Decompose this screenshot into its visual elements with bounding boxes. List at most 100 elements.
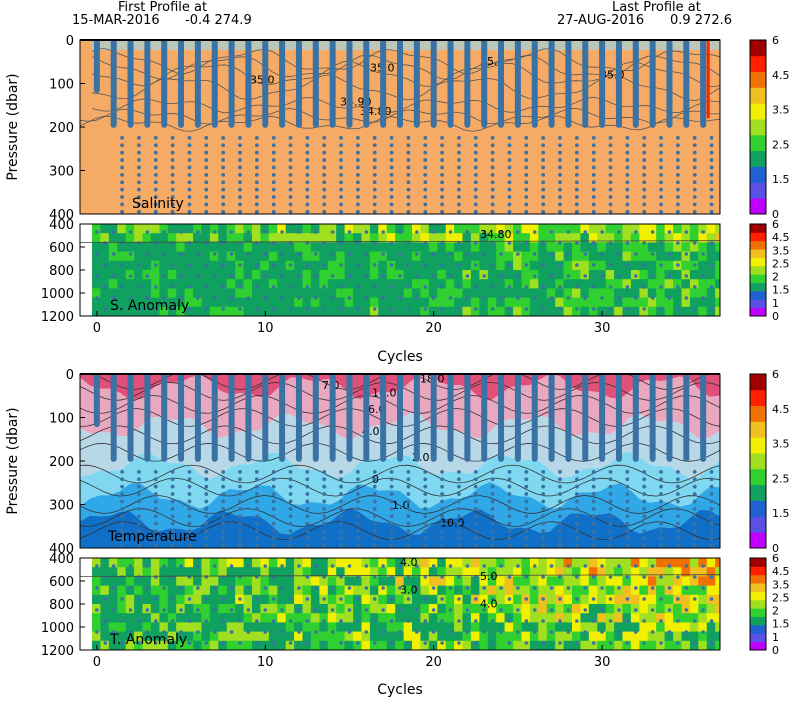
- anomaly-cell: [243, 640, 253, 650]
- anomaly-cell: [310, 640, 320, 650]
- anomaly-cell: [327, 260, 337, 271]
- sample-dot: [204, 477, 209, 482]
- sample-dot: [692, 484, 697, 489]
- anomaly-cell: [285, 288, 295, 299]
- anomaly-cell: [125, 306, 135, 316]
- sample-dot: [591, 543, 596, 548]
- sample-dot: [583, 230, 588, 234]
- y-tick-label: 100: [49, 412, 74, 427]
- sample-dot: [356, 575, 360, 579]
- colorbar-swatch: [750, 249, 766, 258]
- sample-dot: [457, 241, 461, 245]
- colorbar-swatch: [750, 307, 766, 317]
- anomaly-cell: [513, 260, 523, 271]
- anomaly-cell: [656, 288, 666, 299]
- sample-dot: [389, 143, 394, 148]
- anomaly-cell: [378, 631, 388, 642]
- sample-dot: [549, 564, 554, 568]
- anomaly-cell: [226, 567, 236, 577]
- anomaly-cell: [513, 622, 523, 633]
- anomaly-cell: [470, 242, 480, 253]
- anomaly-cell: [639, 558, 649, 568]
- anomaly-cell: [386, 604, 396, 614]
- anomaly-cell: [353, 288, 363, 299]
- sample-dot: [448, 296, 453, 300]
- sample-dot: [633, 564, 638, 568]
- temperature-panel: 7.016.018.06.04.02.001.010.0 Temperature…: [5, 368, 721, 557]
- anomaly-cell: [412, 613, 421, 623]
- anomaly-cell: [487, 297, 497, 308]
- sample-dot: [507, 477, 512, 482]
- anomaly-cell: [656, 604, 666, 614]
- sample-dot: [238, 514, 242, 519]
- anomaly-cell: [555, 270, 565, 280]
- anomaly-cell: [353, 306, 363, 316]
- y-tick-label: 1000: [41, 621, 74, 636]
- anomaly-cell: [176, 576, 186, 587]
- anomaly-cell: [597, 631, 607, 642]
- anomaly-cell: [294, 622, 304, 633]
- anomaly-cell: [664, 242, 674, 253]
- anomaly-cell: [538, 242, 548, 253]
- sample-dot: [153, 285, 158, 289]
- anomaly-cell: [706, 288, 716, 299]
- sample-dot: [709, 263, 714, 267]
- anomaly-cell: [437, 279, 447, 289]
- anomaly-cell: [134, 631, 144, 642]
- sample-dot: [288, 307, 293, 311]
- sample-dot: [406, 187, 411, 192]
- anomaly-cell: [605, 576, 615, 587]
- sample-dot: [381, 608, 385, 612]
- anomaly-cell: [698, 622, 708, 633]
- sample-dot: [457, 597, 461, 601]
- anomaly-cell: [428, 594, 438, 605]
- sample-dot: [532, 608, 537, 612]
- sample-dot: [389, 469, 394, 474]
- y-tick-label: 400: [49, 218, 74, 233]
- anomaly-cell: [395, 224, 405, 234]
- anomaly-cell: [277, 242, 287, 253]
- sample-dot: [162, 586, 167, 590]
- sample-dot: [676, 307, 680, 311]
- anomaly-cell: [252, 288, 261, 299]
- anomaly-cell: [369, 224, 379, 234]
- anomaly-cell: [496, 631, 506, 642]
- anomaly-cell: [412, 288, 421, 299]
- sample-dot: [591, 597, 596, 601]
- sample-dot: [246, 230, 251, 234]
- anomaly-cell: [521, 233, 531, 243]
- anomaly-cell: [656, 622, 666, 633]
- sample-dot: [473, 619, 478, 623]
- sample-dot: [389, 202, 394, 207]
- anomaly-cell: [319, 558, 329, 568]
- sample-dot: [709, 172, 714, 177]
- anomaly-cell: [605, 613, 615, 623]
- anomaly-cell: [681, 288, 691, 299]
- sample-dot: [187, 195, 192, 199]
- sample-dot: [549, 586, 554, 590]
- sample-dot: [305, 263, 310, 267]
- sample-dot: [254, 499, 259, 504]
- anomaly-cell: [715, 260, 720, 271]
- anomaly-cell: [664, 306, 674, 316]
- anomaly-cell: [285, 613, 295, 623]
- sample-dot: [473, 469, 478, 474]
- sample-dot: [305, 187, 310, 192]
- anomaly-cell: [555, 558, 565, 568]
- sample-dot: [524, 263, 529, 267]
- sample-dot: [549, 296, 554, 300]
- sample-dot: [204, 187, 209, 192]
- anomaly-cell: [201, 233, 211, 243]
- sample-dot: [162, 608, 167, 612]
- anomaly-cell: [521, 567, 531, 577]
- anomaly-cell: [369, 297, 379, 308]
- sample-dot: [524, 521, 529, 526]
- sample-dot: [406, 150, 411, 155]
- anomaly-cell: [117, 288, 127, 299]
- sample-dot: [575, 241, 579, 245]
- anomaly-cell: [386, 631, 396, 642]
- sample-dot: [120, 165, 125, 170]
- anomaly-cell: [361, 558, 371, 568]
- sample-dot: [473, 202, 478, 207]
- sample-dot: [305, 135, 310, 140]
